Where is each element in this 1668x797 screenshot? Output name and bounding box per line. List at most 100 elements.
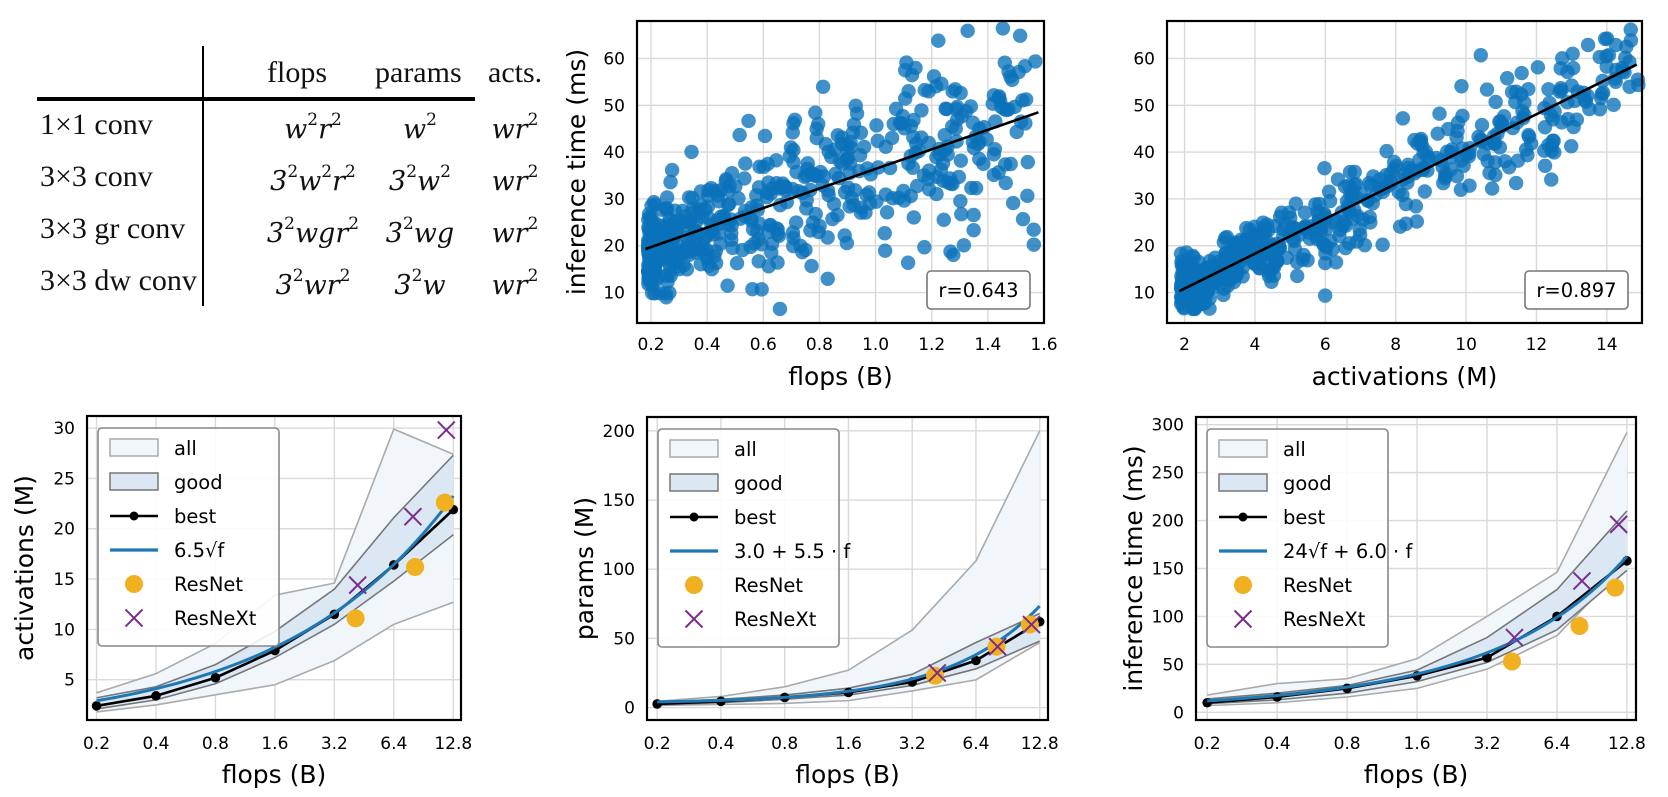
x-tick-label: 0.4	[1264, 734, 1291, 754]
data-point	[838, 137, 854, 152]
y-axis-label: inference time (ms)	[1119, 445, 1148, 691]
data-point	[1592, 102, 1608, 117]
x-tick-label: 0.6	[750, 335, 777, 355]
fit-curve	[96, 495, 455, 703]
y-tick-label: 100	[603, 560, 635, 580]
data-point	[821, 144, 836, 159]
data-point	[810, 116, 826, 132]
data-point	[906, 210, 922, 225]
data-point	[1253, 225, 1268, 241]
data-point	[1020, 188, 1035, 203]
data-point	[968, 180, 984, 196]
legend-label: ResNet	[734, 574, 803, 597]
resnext-point	[1572, 571, 1592, 591]
data-point	[1392, 219, 1408, 234]
x-tick-label: 12.8	[434, 734, 472, 754]
legend-swatch-best-dot	[689, 512, 699, 522]
x-tick-label: 12.8	[1608, 734, 1646, 754]
resnet-point	[1606, 578, 1625, 597]
data-point	[979, 132, 994, 147]
table-cell: 32w2	[389, 162, 451, 197]
resnet-point	[406, 557, 425, 576]
data-point	[839, 235, 855, 251]
resnet-point	[1570, 617, 1589, 636]
x-axis-label: flops (B)	[1364, 760, 1469, 789]
data-point	[1623, 22, 1638, 37]
data-point	[724, 166, 740, 181]
legend-swatch-best-dot	[129, 511, 139, 521]
data-point	[1347, 164, 1362, 180]
data-point	[921, 135, 936, 151]
x-tick-label: 4	[1250, 335, 1261, 355]
data-point	[1020, 154, 1035, 170]
data-point	[972, 151, 987, 167]
x-tick-label: 12.8	[1021, 734, 1059, 754]
data-point	[1409, 214, 1425, 229]
resnext-marker-stroke	[403, 507, 423, 526]
data-point	[905, 160, 920, 175]
table-cell: 32wg	[385, 214, 455, 249]
correlation-box	[926, 270, 1031, 310]
data-point	[1476, 146, 1491, 162]
data-point	[786, 142, 801, 158]
x-tick-label: 0.8	[1334, 734, 1361, 754]
data-point	[1342, 236, 1357, 251]
table-header-flops: flops	[267, 56, 327, 89]
table-row-label: 3×3 gr conv	[40, 212, 186, 245]
data-point	[1566, 119, 1581, 135]
data-point	[1296, 247, 1311, 263]
data-point	[1184, 287, 1199, 303]
data-point	[954, 108, 970, 124]
data-point	[879, 205, 895, 220]
data-point	[741, 113, 756, 129]
data-point	[1454, 79, 1469, 94]
table-cell: wr2	[491, 162, 539, 197]
data-point	[900, 255, 916, 270]
data-point	[786, 116, 801, 131]
data-point	[1582, 101, 1597, 117]
data-point	[960, 23, 975, 39]
data-point	[761, 259, 776, 274]
legend-label: all	[1283, 438, 1306, 461]
data-point	[997, 101, 1012, 117]
data-point	[1487, 136, 1502, 151]
legend-swatch-resnet	[125, 575, 143, 593]
data-point	[939, 101, 954, 117]
data-point	[1375, 237, 1390, 252]
data-point	[826, 196, 842, 212]
best-point	[151, 691, 161, 701]
y-tick-label: 40	[1133, 143, 1155, 163]
legend-swatch-resnext	[684, 609, 704, 629]
x-tick-label: 0.4	[142, 734, 169, 754]
data-point	[986, 147, 1002, 162]
legend-label: good	[1283, 472, 1332, 495]
x-axis-label: flops (B)	[795, 760, 900, 789]
data-point	[1240, 241, 1256, 257]
legend-label: 6.5√f	[174, 539, 225, 562]
data-point	[885, 190, 900, 206]
data-point	[966, 207, 981, 223]
data-point	[1499, 71, 1515, 86]
resnext-marker-stroke	[348, 575, 367, 595]
data-point	[1417, 184, 1432, 199]
data-point	[1622, 79, 1637, 95]
table-cell: 32wr2	[275, 266, 351, 301]
table-cell: wr2	[491, 110, 539, 145]
y-tick-label: 150	[603, 491, 635, 511]
table-cell: w2	[403, 110, 437, 145]
data-point	[870, 133, 885, 149]
band-all-lower	[96, 601, 454, 713]
data-point	[1544, 172, 1559, 187]
data-point	[1026, 222, 1041, 237]
x-tick-label: 6	[1320, 335, 1331, 355]
correlation-label: r=0.643	[938, 279, 1018, 302]
data-point	[1554, 115, 1569, 130]
data-point	[1218, 230, 1233, 246]
plot-frame	[85, 414, 463, 722]
data-point	[1443, 162, 1458, 177]
legend-label: good	[734, 472, 783, 495]
resnet-point	[346, 609, 365, 628]
y-tick-label: 30	[53, 419, 75, 439]
y-tick-label: 0	[624, 699, 635, 719]
table-row-label: 3×3 dw conv	[40, 264, 197, 297]
